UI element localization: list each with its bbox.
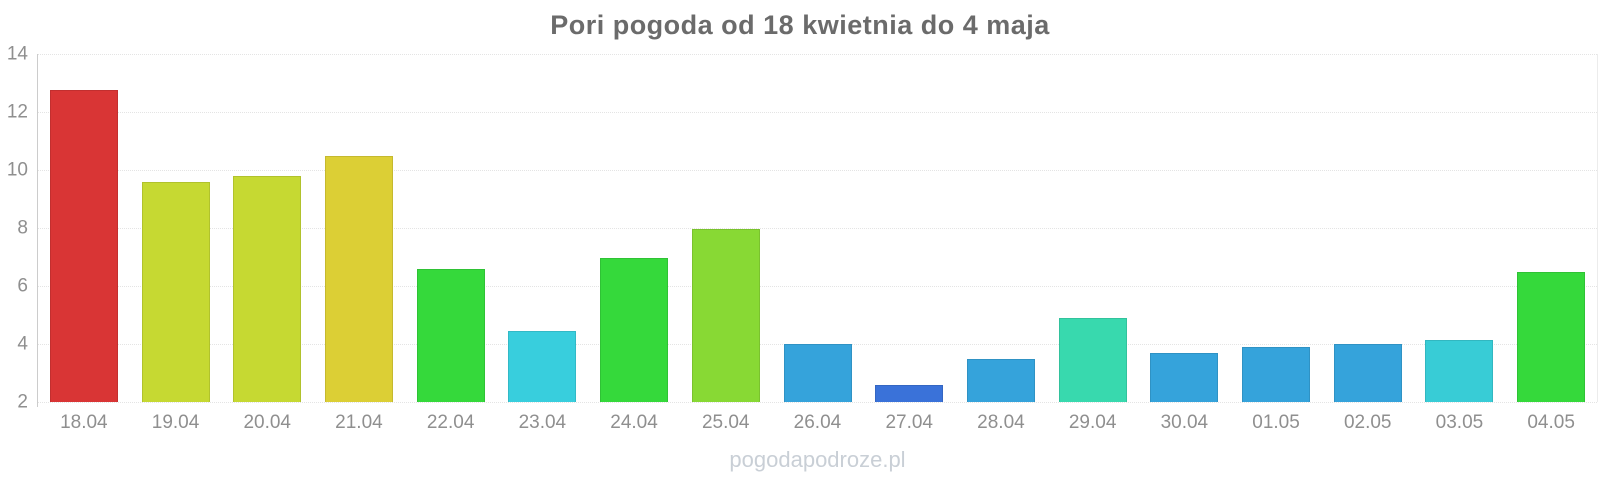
x-axis-tick-label: 19.04 [151, 412, 200, 433]
bar [1333, 344, 1402, 402]
x-axis-tick-label: 04.05 [1527, 412, 1575, 433]
bar [233, 175, 302, 402]
x-axis-tick-label: 20.04 [243, 412, 291, 433]
bar [141, 181, 210, 402]
bar [416, 268, 485, 402]
bar [1242, 346, 1310, 402]
y-gridline [38, 228, 1597, 229]
bar [508, 330, 577, 402]
x-axis-tick-label: 28.04 [977, 412, 1025, 433]
y-gridline [38, 54, 1597, 55]
bar [49, 90, 118, 403]
right-axis-line [1597, 54, 1598, 402]
y-axis-tick-label: 6 [17, 275, 28, 297]
bar [1425, 339, 1494, 402]
x-axis-tick-label: 03.05 [1435, 412, 1484, 433]
y-axis-tick-label: 12 [6, 101, 28, 123]
bar [875, 384, 944, 402]
y-axis-tick-label: 8 [17, 217, 28, 239]
x-axis-tick-label: 26.04 [793, 412, 842, 433]
x-axis-tick-label: 01.05 [1252, 412, 1300, 433]
x-axis-tick-label: 24.04 [610, 412, 658, 433]
y-gridline [38, 112, 1597, 113]
y-axis-tick-label: 4 [17, 333, 28, 355]
y-axis-tick-label: 2 [17, 391, 28, 413]
y-axis-tick-label: 10 [6, 159, 28, 181]
chart-title: Pori pogoda od 18 kwietnia do 4 maja [550, 10, 1050, 40]
x-axis-tick-label: 22.04 [426, 412, 475, 433]
y-axis-tick-label: 14 [6, 43, 28, 65]
x-axis-tick-label: 18.04 [60, 412, 108, 433]
y-gridline [38, 170, 1597, 171]
bar [691, 229, 760, 402]
y-gridline [38, 402, 1597, 403]
bar [600, 258, 669, 402]
y-gridline [38, 286, 1597, 287]
bar [1150, 352, 1219, 402]
watermark: pogodapodroze.pl [729, 447, 906, 472]
x-axis-tick-label: 30.04 [1160, 412, 1209, 433]
x-axis-tick-label: 21.04 [335, 412, 383, 433]
x-axis-tick-label: 02.05 [1343, 412, 1392, 433]
x-axis-tick-label: 29.04 [1068, 412, 1117, 433]
x-axis-tick-label: 23.04 [518, 412, 567, 433]
bar [1058, 317, 1127, 402]
x-axis-tick-label: 25.04 [701, 412, 750, 433]
bar [325, 155, 393, 402]
x-axis-tick-label: 27.04 [885, 412, 933, 433]
bar [1517, 271, 1586, 402]
y-axis-line [37, 54, 38, 407]
bar [783, 344, 852, 402]
bar [966, 358, 1035, 402]
